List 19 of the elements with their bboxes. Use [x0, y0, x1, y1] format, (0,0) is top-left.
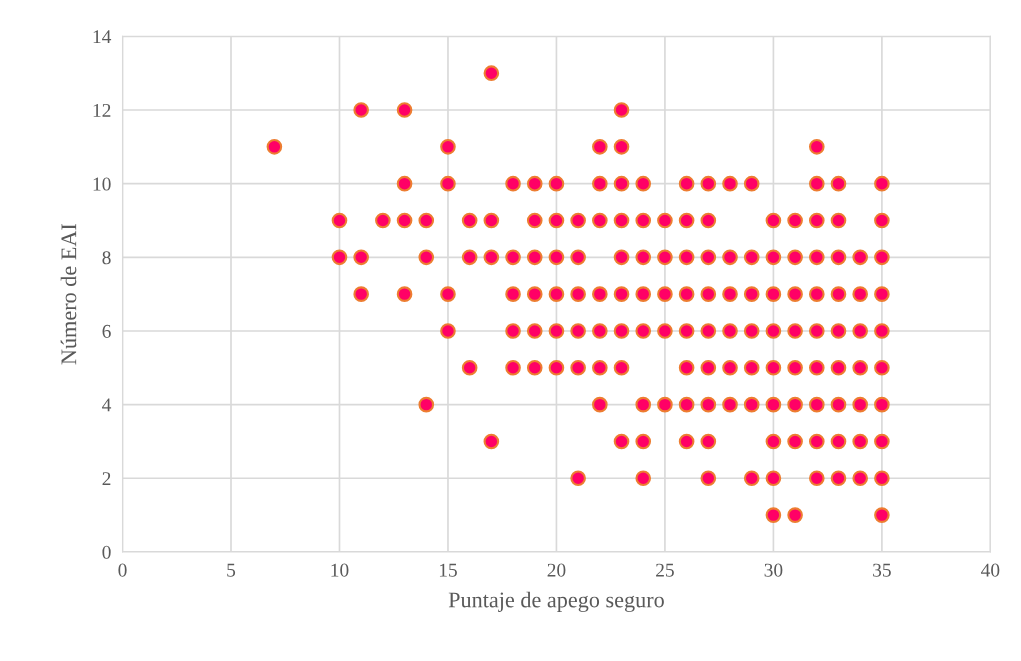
x-tick-label: 10 — [331, 563, 349, 577]
x-tick-label: 30 — [764, 563, 783, 577]
y-tick-label: 10 — [93, 177, 111, 191]
x-tick-label: 35 — [873, 563, 891, 577]
y-tick-label: 2 — [102, 472, 111, 486]
y-tick-label: 6 — [102, 324, 111, 338]
x-tick-label: 5 — [227, 563, 236, 577]
y-tick-label: 14 — [93, 30, 112, 44]
x-tick-label: 15 — [439, 563, 457, 577]
y-axis-title: Número de EAI — [60, 223, 77, 365]
y-tick-label: 12 — [93, 103, 111, 117]
x-tick-label: 0 — [118, 563, 127, 577]
x-tick-label: 40 — [981, 563, 1000, 577]
y-tick-label: 4 — [102, 398, 112, 412]
x-axis-title: Puntaje de apego seguro — [448, 591, 664, 613]
x-tick-label: 20 — [547, 563, 566, 577]
y-tick-label: 8 — [102, 251, 111, 265]
y-tick-label: 0 — [102, 545, 111, 559]
x-tick-label: 25 — [656, 563, 674, 577]
